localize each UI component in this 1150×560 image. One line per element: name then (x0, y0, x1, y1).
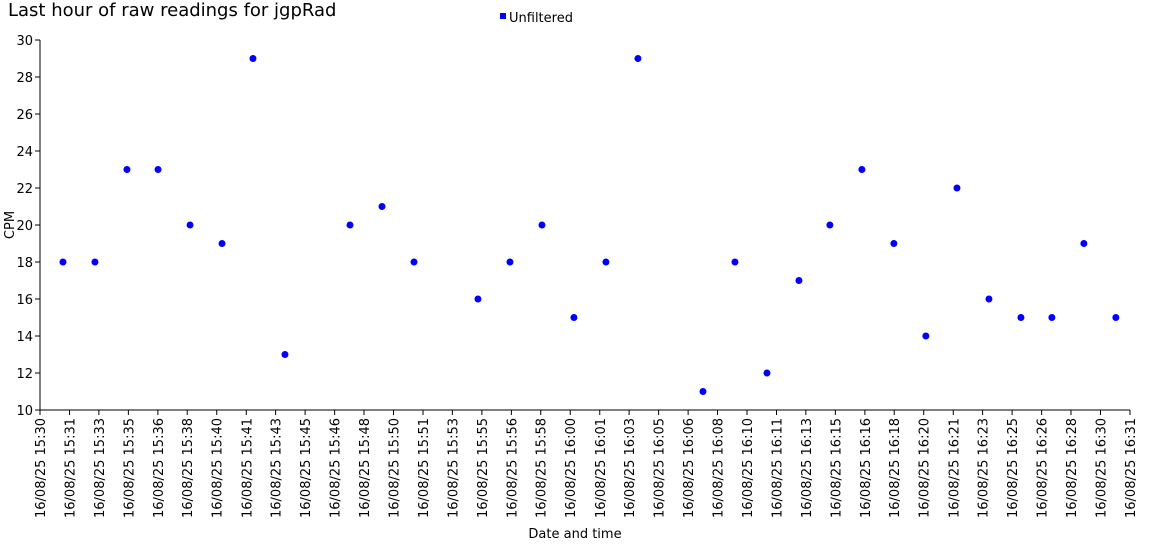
y-tick-label: 10 (16, 404, 33, 419)
x-tick-label: 16/08/25 15:35 (122, 418, 137, 518)
point (763, 369, 771, 377)
x-tick-label: 16/08/25 16:10 (741, 418, 756, 518)
y-tick-label: 20 (16, 219, 33, 234)
legend-swatch (500, 13, 506, 19)
y-tick-label: 14 (16, 330, 33, 345)
point (249, 55, 257, 62)
x-tick-label: 16/08/25 16:16 (859, 418, 874, 518)
point (123, 166, 131, 173)
point (890, 240, 898, 247)
point (953, 184, 961, 192)
point (634, 55, 642, 62)
x-tick-label: 16/08/25 16:28 (1065, 418, 1080, 518)
x-tick-label: 16/08/25 15:50 (387, 418, 402, 518)
x-tick-label: 16/08/25 16:31 (1124, 418, 1139, 518)
point (699, 388, 707, 395)
point (985, 295, 993, 303)
x-tick-label: 16/08/25 16:11 (771, 418, 786, 518)
x-tick-label: 16/08/25 15:40 (211, 418, 226, 518)
x-tick-label: 16/08/25 16:00 (564, 418, 579, 518)
x-tick-label: 16/08/25 16:03 (623, 418, 638, 518)
point (1048, 314, 1056, 321)
x-tick-label: 16/08/25 16:23 (977, 418, 992, 518)
point (922, 332, 930, 340)
x-tick-label: 16/08/25 15:55 (476, 418, 491, 518)
x-tick-label: 16/08/25 16:13 (800, 418, 815, 518)
x-tick-label: 16/08/25 15:48 (358, 418, 373, 518)
point (538, 221, 546, 229)
y-tick-label: 26 (16, 108, 33, 123)
x-tick-label: 16/08/25 16:20 (918, 418, 933, 518)
legend-label: Unfiltered (509, 11, 573, 26)
x-tick-label: 16/08/25 16:21 (947, 418, 962, 518)
x-tick-label: 16/08/25 16:26 (1036, 418, 1051, 518)
x-tick-label: 16/08/25 15:31 (64, 418, 79, 518)
chart-title: Last hour of raw readings for jgpRad (8, 0, 336, 21)
x-axis-label: Date and time (528, 527, 621, 542)
x-tick-label: 16/08/25 15:56 (505, 418, 520, 518)
point (378, 203, 386, 210)
y-tick-label: 12 (16, 367, 33, 382)
point (91, 258, 99, 266)
x-tick-label: 16/08/25 15:30 (34, 418, 49, 518)
y-tick-label: 22 (16, 182, 33, 197)
x-tick-label: 16/08/25 15:51 (417, 418, 432, 518)
point (570, 314, 578, 321)
point (346, 221, 354, 229)
y-tick-label: 16 (16, 293, 33, 308)
x-tick-label: 16/08/25 16:30 (1094, 418, 1109, 518)
point (281, 351, 289, 358)
x-tick-label: 16/08/25 16:05 (653, 418, 668, 518)
y-tick-label: 30 (16, 34, 33, 49)
x-tick-label: 16/08/25 15:58 (535, 418, 550, 518)
x-tick-label: 16/08/25 15:41 (240, 418, 255, 518)
x-tick-label: 16/08/25 16:01 (594, 418, 609, 518)
point (731, 258, 739, 266)
point (410, 258, 418, 266)
x-tick-label: 16/08/25 15:53 (446, 418, 461, 518)
y-axis-label: CPM (3, 211, 18, 239)
x-tick-label: 16/08/25 16:25 (1006, 418, 1021, 518)
point (506, 258, 514, 266)
x-tick-label: 16/08/25 15:33 (93, 418, 108, 518)
point (1112, 314, 1120, 321)
point (186, 221, 194, 229)
point (1017, 314, 1025, 321)
point (1080, 240, 1088, 247)
x-tick-label: 16/08/25 16:18 (888, 418, 903, 518)
y-tick-label: 18 (16, 256, 33, 271)
point (218, 240, 226, 247)
point (154, 166, 162, 173)
point (826, 221, 834, 229)
x-tick-label: 16/08/25 15:38 (181, 418, 196, 518)
y-tick-label: 24 (16, 145, 33, 160)
y-tick-label: 28 (16, 71, 33, 86)
x-tick-label: 16/08/25 15:36 (152, 418, 167, 518)
x-tick-label: 16/08/25 16:15 (829, 418, 844, 518)
x-tick-label: 16/08/25 16:06 (682, 418, 697, 518)
x-tick-label: 16/08/25 15:43 (270, 418, 285, 518)
point (858, 166, 866, 173)
point (602, 258, 610, 266)
point (795, 277, 803, 284)
x-tick-label: 16/08/25 16:08 (711, 418, 726, 518)
point (474, 295, 482, 303)
x-tick-label: 16/08/25 15:46 (329, 418, 344, 518)
x-tick-label: 16/08/25 15:45 (299, 418, 314, 518)
point (59, 258, 67, 266)
